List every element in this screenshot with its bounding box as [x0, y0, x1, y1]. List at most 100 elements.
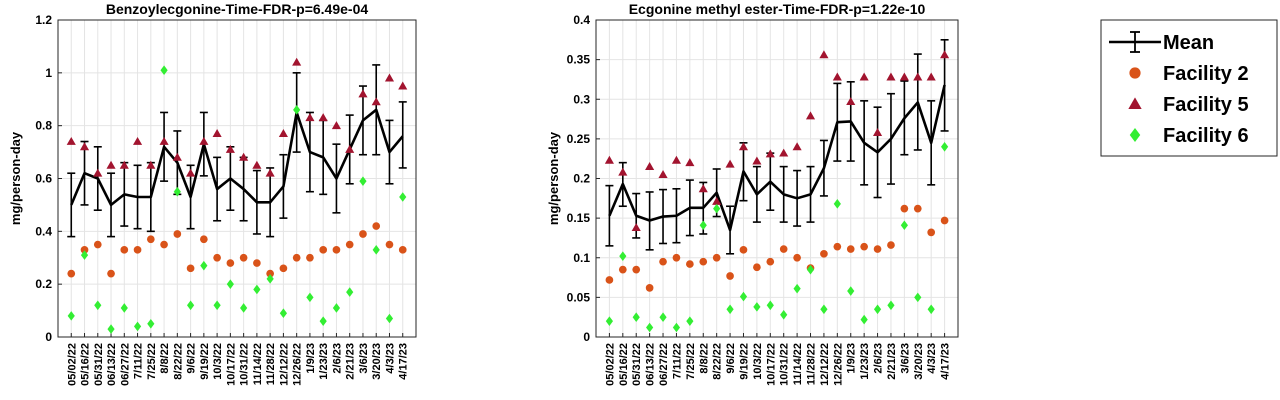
point-facility-6: [293, 105, 301, 115]
x-tick-label: 7/25/22: [146, 343, 158, 380]
point-facility-5: [79, 142, 90, 151]
y-tick-label: 0: [45, 330, 52, 344]
point-facility-2: [80, 245, 89, 254]
point-facility-6: [646, 322, 654, 333]
point-facility-6: [186, 300, 195, 311]
point-facility-5: [132, 136, 143, 145]
point-facility-2: [266, 269, 274, 278]
x-tick-label: 12/26/22: [832, 343, 844, 386]
x-tick-label: 10/31/22: [779, 343, 791, 386]
point-facility-5: [239, 152, 249, 161]
point-facility-5: [318, 113, 328, 122]
y-tick-label: 0.4: [35, 224, 52, 238]
chart-ecgonine-methyl-ester: 00.050.10.150.20.250.30.350.405/02/22 05/…: [546, 1, 959, 386]
x-tick-label: 3/6/23: [899, 343, 911, 374]
point-facility-2: [686, 260, 694, 268]
point-facility-5: [398, 81, 408, 90]
y-tick-label: 0.15: [567, 211, 591, 225]
point-facility-2: [345, 240, 354, 249]
x-tick-label: 05/31/22: [631, 343, 643, 386]
point-facility-5: [685, 158, 695, 167]
point-facility-6: [726, 304, 734, 315]
point-facility-5: [331, 121, 342, 130]
x-tick-label: 8/8/22: [698, 343, 710, 374]
point-facility-2: [659, 257, 667, 266]
point-facility-6: [927, 304, 935, 315]
chart-title: Ecgonine methyl ester-Time-FDR-p=1.22e-1…: [629, 1, 926, 17]
point-facility-2: [860, 242, 868, 251]
point-facility-6: [914, 292, 922, 303]
point-facility-2: [927, 228, 936, 237]
point-facility-6: [147, 318, 155, 329]
point-facility-2: [398, 245, 407, 254]
point-facility-2: [913, 204, 922, 213]
legend-label: Facility 2: [1163, 63, 1249, 85]
x-tick-label: 05/02/22: [66, 343, 78, 386]
point-facility-2: [632, 265, 641, 274]
x-tick-label: 10/17/22: [225, 343, 237, 386]
point-facility-2: [873, 245, 882, 253]
point-facility-6: [873, 304, 882, 315]
x-tick-label: 05/02/22: [604, 343, 616, 386]
point-facility-6: [753, 302, 761, 312]
point-facility-5: [940, 50, 950, 59]
y-tick-label: 1.2: [35, 13, 52, 27]
point-facility-5: [604, 155, 614, 164]
mean-line: [70, 108, 404, 207]
legend-swatch-circle: [1129, 67, 1141, 79]
point-facility-6: [359, 176, 367, 186]
x-tick-label: 9/19/22: [738, 343, 750, 380]
x-tick-label: 3/20/23: [371, 343, 383, 380]
point-facility-6: [940, 142, 949, 152]
point-facility-6: [385, 313, 394, 324]
x-tick-label: 12/12/22: [819, 343, 831, 386]
point-facility-5: [212, 129, 222, 138]
x-tick-label: 06/13/22: [645, 343, 657, 386]
point-facility-5: [671, 155, 682, 164]
chart-title: Benzoylecgonine-Time-FDR-p=6.49e-04: [106, 1, 369, 17]
point-facility-2: [793, 253, 801, 262]
point-facility-5: [846, 97, 856, 106]
point-facility-2: [699, 257, 708, 266]
y-tick-label: 0.8: [35, 119, 52, 133]
point-facility-5: [658, 169, 668, 178]
x-tick-label: 4/3/23: [926, 343, 938, 374]
point-facility-6: [253, 284, 261, 295]
mean-line: [608, 84, 946, 232]
point-facility-2: [279, 264, 288, 273]
x-tick-label: 06/13/22: [106, 343, 118, 386]
x-tick-label: 2/21/23: [345, 343, 357, 380]
x-tick-label: 8/22/22: [172, 343, 184, 380]
point-facility-5: [805, 111, 816, 120]
y-tick-label: 1: [45, 66, 52, 80]
x-tick-label: 05/16/22: [80, 343, 92, 386]
point-facility-6: [833, 199, 841, 209]
point-facility-2: [359, 230, 367, 238]
x-tick-label: 1/23/23: [859, 343, 871, 380]
point-facility-2: [846, 245, 855, 253]
point-facility-5: [859, 72, 869, 81]
point-facility-6: [686, 316, 694, 326]
x-tick-label: 10/3/22: [752, 343, 764, 380]
point-facility-5: [119, 160, 129, 169]
point-facility-5: [886, 72, 896, 81]
legend-label: Facility 6: [1163, 125, 1249, 147]
x-tick-label: 4/17/23: [940, 343, 952, 380]
point-facility-5: [93, 168, 103, 177]
point-facility-2: [93, 240, 102, 249]
legend-label: Mean: [1163, 32, 1214, 54]
point-facility-2: [753, 263, 761, 272]
point-facility-2: [372, 222, 381, 230]
point-facility-6: [619, 251, 627, 261]
x-tick-label: 10/31/22: [239, 343, 251, 386]
x-tick-label: 4/17/23: [398, 343, 410, 380]
point-facility-6: [306, 292, 314, 303]
x-tick-label: 8/22/22: [712, 343, 724, 380]
point-facility-5: [186, 168, 196, 177]
point-facility-5: [779, 148, 789, 157]
x-tick-label: 05/16/22: [618, 343, 630, 386]
y-axis-label: mg/person-day: [8, 131, 23, 225]
point-facility-5: [106, 160, 116, 169]
point-facility-5: [712, 196, 722, 205]
point-facility-6: [793, 283, 801, 294]
